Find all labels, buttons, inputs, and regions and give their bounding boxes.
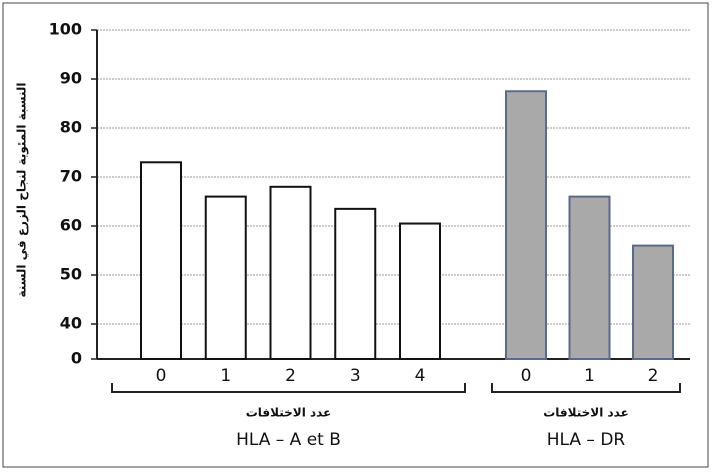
x-tick-label: 1 — [220, 366, 231, 386]
x-tick-label: 3 — [350, 366, 361, 386]
bar — [568, 195, 611, 360]
y-tick-label: 90 — [60, 69, 82, 88]
y-tick-label: 80 — [60, 118, 82, 137]
x-tick-label: 0 — [521, 366, 532, 386]
y-tick-label: 0 — [71, 349, 82, 368]
group-sublabel: عدد الاختلافات — [543, 406, 629, 420]
bar — [505, 90, 547, 360]
y-tick-label: 100 — [49, 20, 82, 39]
bar — [269, 185, 312, 360]
x-tick-label: 0 — [156, 366, 167, 386]
bar — [140, 161, 182, 360]
group-bracket — [111, 383, 466, 393]
group-label: HLA – DR — [547, 430, 626, 450]
bar — [204, 195, 247, 360]
x-tick-label: 4 — [415, 366, 426, 386]
group-sublabel: عدد الاختلافات — [246, 406, 332, 420]
bar — [632, 244, 674, 361]
y-tick-label: 60 — [60, 216, 82, 235]
frame — [2, 2, 709, 468]
x-tick-label: 1 — [584, 366, 595, 386]
y-tick-label: 40 — [60, 314, 82, 333]
x-tick-label: 2 — [285, 366, 296, 386]
y-axis-label: النسبة المئوية لنجاح الزرع في السنة — [15, 82, 30, 297]
bar — [399, 222, 441, 360]
y-tick-label: 70 — [60, 167, 82, 186]
x-tick-label: 2 — [648, 366, 659, 386]
group-label: HLA – A et B — [236, 430, 341, 450]
bar — [334, 207, 377, 360]
group-bracket — [491, 383, 681, 393]
y-tick-label: 50 — [60, 265, 82, 284]
